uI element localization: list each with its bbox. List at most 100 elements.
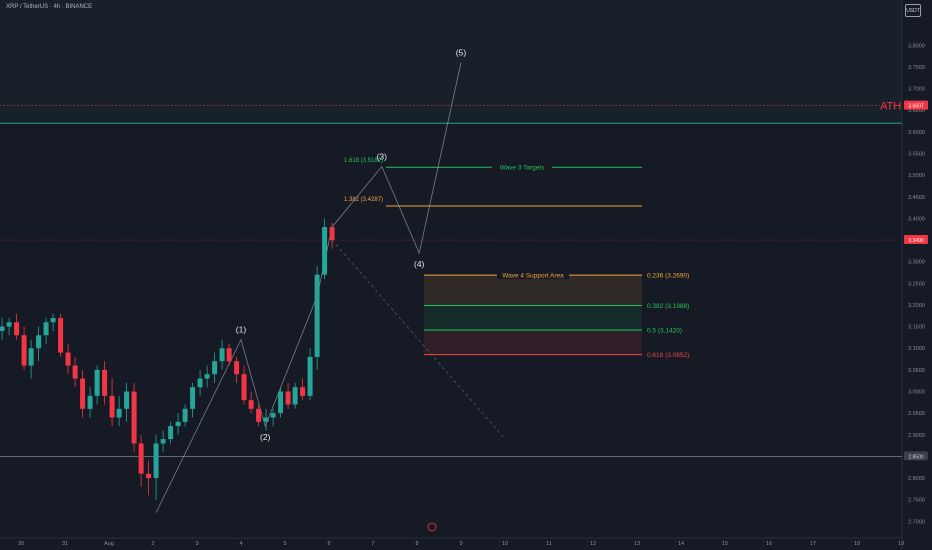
candle-body	[58, 317, 64, 353]
candle-body	[131, 391, 137, 444]
candle-body	[190, 387, 196, 409]
current-price-tag	[904, 235, 928, 245]
candle-body	[292, 387, 298, 405]
wave-label: (1)	[236, 325, 247, 335]
x-tick-label: 9	[459, 541, 462, 547]
support-area-label-bg	[497, 271, 569, 280]
candle-body	[124, 391, 130, 409]
candle-body	[28, 348, 34, 366]
symbol-title: XRP / TetherUS · 4h · BINANCE	[6, 4, 93, 10]
targets-label-bg	[492, 163, 552, 172]
candle-body	[212, 361, 218, 375]
candle-body	[270, 413, 276, 418]
candle-body	[219, 348, 225, 362]
y-tick-label: 3.4500	[908, 195, 925, 201]
candle-body	[160, 439, 166, 444]
y-tick-label: 3.2000	[908, 303, 925, 309]
support-price-tag	[904, 451, 928, 461]
candle-body	[94, 369, 100, 396]
candle-body	[300, 387, 306, 396]
candle-body	[197, 378, 203, 388]
x-tick-label: 4	[239, 541, 242, 547]
y-tick-label: 3.7000	[908, 87, 925, 93]
candle-body	[87, 395, 93, 409]
candle-body	[285, 391, 291, 405]
support-price-label: 2.8500	[908, 454, 924, 460]
y-tick-label: 3.3000	[908, 260, 925, 266]
targets-label: Wave 3 Targets	[500, 165, 546, 172]
candle-body	[36, 335, 42, 349]
y-tick-label: 3.5000	[908, 173, 925, 179]
candle-body	[322, 227, 328, 275]
candle-body	[314, 274, 320, 357]
x-tick-label: 13	[634, 541, 640, 547]
x-tick-label: 19	[898, 541, 904, 547]
fib-zone-band	[424, 305, 642, 331]
upper-zone	[0, 0, 902, 124]
current-price-label: 3.3490	[908, 238, 924, 244]
candle-body	[241, 374, 247, 401]
x-tick-label: 31	[62, 541, 68, 547]
y-tick-label: 3.6000	[908, 130, 925, 136]
x-tick-label: 5	[283, 541, 286, 547]
x-tick-label: 10	[502, 541, 508, 547]
candle-body	[21, 335, 27, 366]
fib-support-label: 0.5 (3.1420)	[647, 328, 682, 335]
y-tick-label: 3.8000	[908, 43, 925, 49]
y-tick-label: 3.0500	[908, 368, 925, 374]
candle-body	[50, 317, 56, 323]
candle-body	[329, 227, 335, 241]
fib-target-label: 1.382 (3.4287)	[344, 197, 383, 203]
candle-body	[65, 352, 71, 366]
x-tick-label: 6	[327, 541, 330, 547]
y-tick-label: 3.4000	[908, 216, 925, 222]
candle-body	[72, 365, 78, 379]
wave-label: (5)	[456, 48, 467, 58]
y-tick-label: 2.7500	[908, 498, 925, 504]
currency-button[interactable]: USDT	[905, 4, 921, 17]
x-tick-label: 16	[766, 541, 772, 547]
candle-body	[248, 400, 254, 409]
wave-label: (2)	[260, 432, 271, 442]
candle-body	[116, 408, 122, 418]
x-tick-label: 14	[678, 541, 684, 547]
y-tick-label: 3.5500	[908, 151, 925, 157]
candle-body	[263, 417, 269, 422]
ath-price-tag	[904, 100, 928, 110]
candle-body	[182, 408, 188, 422]
fib-support-label: 0.382 (3.1988)	[647, 303, 689, 310]
x-tick-label: Aug	[104, 541, 114, 547]
ath-label: ATH	[880, 101, 901, 113]
candle-body	[168, 426, 174, 440]
y-tick-label: 2.8000	[908, 476, 925, 482]
x-tick-label: 18	[854, 541, 860, 547]
x-tick-label: 30	[18, 541, 24, 547]
x-tick-label: 12	[590, 541, 596, 547]
fib-support-label: 0.236 (3.2690)	[647, 273, 689, 280]
candle-body	[14, 322, 20, 336]
candle-body	[204, 374, 210, 379]
x-tick-label: 8	[415, 541, 418, 547]
y-tick-label: 3.7500	[908, 65, 925, 71]
fib-target-label: 1.618 (3.5182)	[344, 158, 383, 164]
candle-body	[80, 378, 86, 409]
candle-body	[102, 369, 108, 396]
candle-body	[256, 408, 262, 422]
y-tick-label: 2.9500	[908, 411, 925, 417]
x-tick-label: 7	[371, 541, 374, 547]
y-tick-label: 3.1000	[908, 346, 925, 352]
fib-support-label: 0.618 (3.0852)	[647, 352, 689, 359]
ath-price-label: 3.6607	[908, 104, 924, 110]
y-tick-label: 3.1500	[908, 325, 925, 331]
alternate-decline-path	[331, 239, 506, 440]
candle-body	[6, 322, 12, 327]
y-tick-label: 2.9000	[908, 433, 925, 439]
candle-body	[146, 473, 152, 479]
candle-body	[153, 443, 159, 479]
fib-zone-band	[424, 330, 642, 355]
x-tick-label: 15	[722, 541, 728, 547]
y-tick-label: 3.2500	[908, 281, 925, 287]
replay-icon	[427, 522, 437, 532]
